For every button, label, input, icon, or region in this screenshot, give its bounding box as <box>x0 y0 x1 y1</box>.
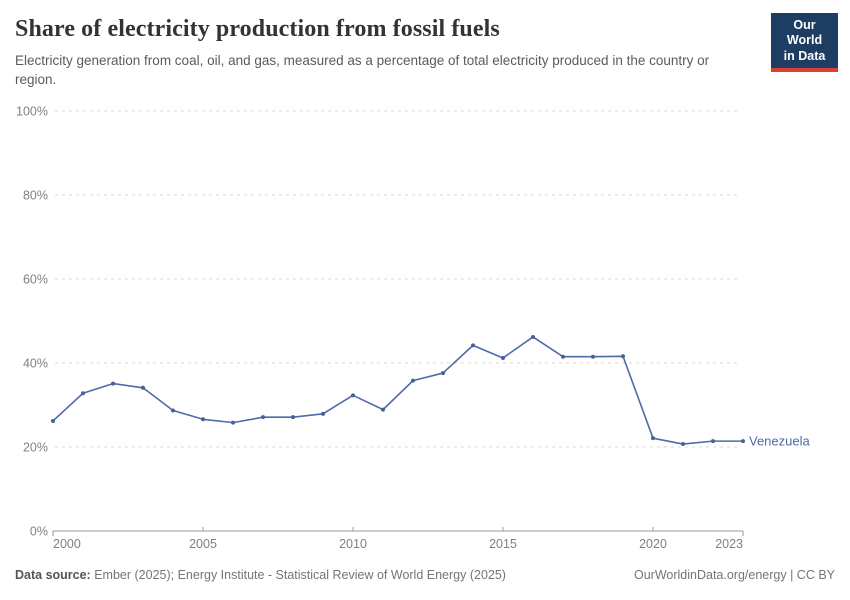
data-point[interactable] <box>81 391 85 396</box>
line-chart[interactable]: 0% 20% 40% 60% 80% 100% 2000 2005 2010 2015 2020 20… <box>0 95 850 565</box>
data-point[interactable] <box>171 408 175 413</box>
data-point[interactable] <box>111 381 115 386</box>
data-point[interactable] <box>261 415 265 420</box>
y-tick-label: 60% <box>23 273 48 287</box>
x-tick-label: 2005 <box>189 537 217 551</box>
data-point[interactable] <box>381 407 385 412</box>
x-tick-label: 2000 <box>53 537 81 551</box>
data-point[interactable] <box>51 418 55 423</box>
y-tick-label: 40% <box>23 357 48 371</box>
data-line-venezuela <box>52 336 744 445</box>
data-point[interactable] <box>201 417 205 422</box>
data-point[interactable] <box>561 354 565 359</box>
data-source: Data source: Ember (2025); Energy Instit… <box>15 568 506 582</box>
data-point[interactable] <box>531 334 535 339</box>
data-point[interactable] <box>321 411 325 416</box>
data-point[interactable] <box>501 355 505 360</box>
data-point[interactable] <box>711 439 715 444</box>
data-point[interactable] <box>291 415 295 420</box>
chart-header: Share of electricity production from fos… <box>0 0 850 89</box>
data-source-label: Data source: <box>15 568 91 582</box>
data-point[interactable] <box>741 439 745 444</box>
y-tick-label: 80% <box>23 189 48 203</box>
credit-link[interactable]: OurWorldinData.org/energy | CC BY <box>633 568 835 582</box>
owid-logo-line1: Our World <box>786 18 823 48</box>
entity-label[interactable]: Venezuela <box>749 434 810 449</box>
data-point[interactable] <box>621 354 625 359</box>
data-point[interactable] <box>141 385 145 390</box>
y-tick-label: 100% <box>16 105 48 119</box>
data-point[interactable] <box>471 343 475 348</box>
chart-subtitle: Electricity generation from coal, oil, a… <box>15 53 710 88</box>
data-point[interactable] <box>351 393 355 398</box>
x-tick-label: 2020 <box>639 537 667 551</box>
data-point[interactable] <box>591 354 595 359</box>
data-point[interactable] <box>231 420 235 425</box>
x-tick-label: 2023 <box>715 537 743 551</box>
data-point[interactable] <box>651 436 655 441</box>
y-tick-label: 0% <box>30 525 48 539</box>
chart-footer: Data source: Ember (2025); Energy Instit… <box>15 568 835 582</box>
x-tick-label: 2015 <box>489 537 517 551</box>
data-point[interactable] <box>441 371 445 376</box>
data-point[interactable] <box>411 378 415 383</box>
owid-logo-line2: in Data <box>783 48 826 63</box>
owid-logo[interactable]: Our World in Data <box>771 13 838 72</box>
data-point[interactable] <box>681 442 685 447</box>
chart-svg: 0% 20% 40% 60% 80% 100% 2000 2005 2010 2015 2020 20… <box>16 105 810 552</box>
y-tick-label: 20% <box>23 441 48 455</box>
page-title: Share of electricity production from fos… <box>15 16 500 42</box>
x-tick-label: 2010 <box>339 537 367 551</box>
data-source-text: Ember (2025); Energy Institute - Statist… <box>94 568 506 582</box>
